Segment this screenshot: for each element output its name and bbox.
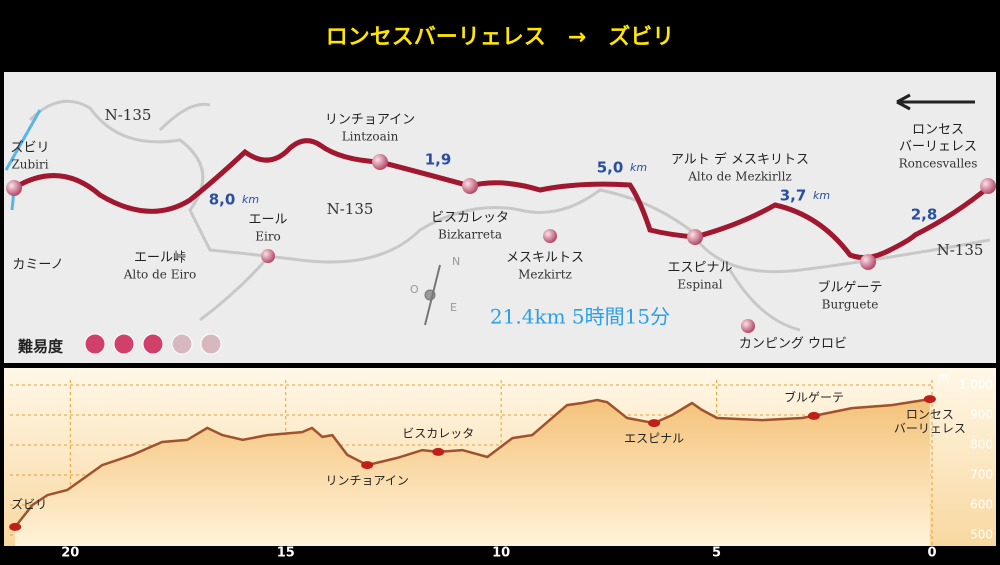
marker (807, 411, 820, 420)
place-latin: Bizkarreta (438, 228, 502, 242)
marker (361, 461, 374, 470)
y-tick-label: 900 (970, 408, 993, 422)
place-name: アルト デ メスキリトス (671, 152, 809, 168)
route (12, 138, 992, 261)
road-label: N-135 (937, 241, 984, 259)
svg-text:E: E (450, 301, 457, 314)
difficulty-label: 難易度 (18, 338, 64, 356)
x-tick-label: 5 (712, 546, 721, 561)
marker-label: ズビリ (11, 496, 47, 511)
x-tick-label: 15 (277, 546, 295, 561)
river (4, 109, 42, 171)
place-name: ロンセス (912, 123, 964, 138)
compass: N O E (410, 255, 460, 326)
map-roads (28, 99, 991, 332)
marker (648, 419, 661, 428)
place-latin: Eiro (255, 230, 281, 244)
place-name: エール (248, 213, 287, 228)
y-tick-label: 600 (970, 498, 993, 512)
place-latin: Espinal (677, 278, 722, 292)
marker-label: ビスカレッタ (402, 426, 474, 440)
place-latin: Burguete (822, 298, 879, 312)
distance: 8,0 (209, 191, 236, 209)
marker-label: エスピナル (624, 432, 684, 446)
place-name: エスピナル (667, 261, 732, 276)
difficulty-shell (171, 333, 193, 355)
place-latin: Roncesvalles (899, 157, 978, 171)
place-name: バーリェレス (899, 140, 977, 155)
place-latin: Lintzoain (342, 130, 399, 144)
distance: 3,7 (780, 187, 807, 205)
distance: 1,9 (425, 151, 452, 169)
title: ロンセスバーリェレス → ズビリ (326, 24, 674, 50)
x-tick-label: 0 (927, 546, 936, 561)
y-tick-label: 700 (970, 468, 993, 482)
marker-label: リンチョアイン (325, 474, 408, 488)
distance: 5,0 (597, 159, 624, 177)
place-name: ビスカレッタ (431, 211, 509, 226)
y-unit: m (938, 372, 948, 383)
direction-arrow (896, 93, 975, 111)
place-name: カミーノ (12, 258, 63, 273)
difficulty-shell (113, 333, 135, 355)
svg-text:O: O (410, 283, 419, 296)
place-name: ズビリ (10, 140, 49, 156)
road-label: N-135 (327, 200, 374, 218)
place-latin: Zubiri (11, 158, 48, 172)
place-latin: Alto de Eiro (123, 268, 197, 282)
map-points (6, 154, 996, 333)
place-name: エール峠 (134, 251, 186, 266)
summary: 21.4km 5時間15分 (490, 305, 670, 329)
y-tick-label: 1.000 (959, 378, 993, 392)
place-name: ブルゲーテ (817, 280, 882, 296)
marker (9, 522, 22, 531)
distance: 2,8 (911, 206, 938, 224)
distance-unit: km (630, 161, 647, 174)
elevation-area (15, 399, 930, 546)
marker (923, 395, 936, 404)
place-latin: Mezkirtz (518, 268, 572, 282)
difficulty-shell (200, 333, 222, 355)
y-tick-label: 800 (970, 438, 993, 452)
x-tick-label: 10 (492, 546, 510, 561)
distance-unit: km (813, 189, 830, 202)
difficulty-shell (142, 333, 164, 355)
marker-label: ブルゲーテ (784, 389, 844, 404)
place-name: メスキルトス (506, 251, 584, 266)
marker-label: バーリェレス (894, 422, 966, 436)
place-latin: Alto de Mezkirllz (687, 170, 792, 184)
difficulty-shell (84, 333, 106, 355)
marker-label: ロンセス (906, 408, 954, 422)
place-name: リンチョアイン (325, 113, 415, 128)
y-tick-label: 500 (970, 528, 993, 542)
place-name: カンピング ウロビ (739, 337, 847, 352)
road-label: N-135 (105, 106, 152, 124)
svg-text:N: N (452, 255, 460, 268)
x-tick-label: 20 (61, 546, 79, 561)
marker (432, 447, 445, 456)
distance-unit: km (242, 193, 259, 206)
